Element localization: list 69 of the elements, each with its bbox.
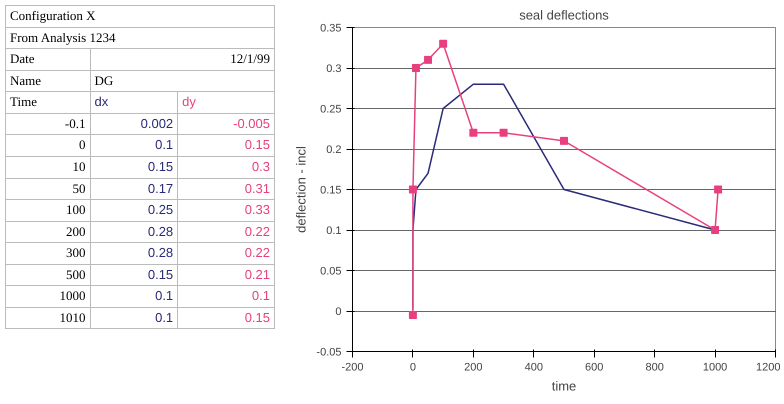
point — [424, 56, 432, 64]
text: 0.28 — [90, 242, 178, 264]
x-tick-label: 1000 — [702, 362, 728, 374]
text: Configuration X — [6, 6, 274, 28]
text: 0.22 — [178, 242, 274, 264]
point — [711, 226, 720, 234]
text: 0.15 — [90, 156, 178, 178]
chart-title: seal deflections — [519, 8, 610, 22]
x-tick-label: 600 — [585, 362, 604, 374]
point — [469, 128, 478, 137]
y-tick-label: 0.05 — [320, 266, 342, 278]
text: dx — [90, 92, 178, 114]
y-axis-title: deflection - incl — [293, 146, 308, 233]
y-tick-label: 0.3 — [326, 63, 342, 75]
text: dy — [178, 92, 274, 114]
text: 1010 — [6, 307, 90, 329]
x-tick-label: 400 — [524, 362, 543, 374]
text: 0.002 — [90, 113, 178, 135]
text: 1000 — [6, 286, 90, 308]
text: 0.15 — [178, 307, 274, 329]
y-tick-label: 0 — [335, 306, 342, 318]
point — [412, 64, 420, 72]
point — [560, 136, 568, 145]
x-tick-label: 200 — [464, 362, 483, 374]
x-tick-label: 1200 — [756, 362, 781, 374]
y-tick-label: 0.2 — [326, 144, 342, 156]
text: 10 — [6, 156, 90, 178]
text: 300 — [6, 242, 90, 264]
y-tick-label: 0.25 — [320, 104, 342, 116]
x-tick-label: 800 — [645, 362, 664, 374]
y-tick-label: 0.35 — [320, 22, 342, 34]
text: Name — [6, 70, 90, 92]
x-tick-label: 0 — [410, 362, 416, 374]
text: Date — [6, 48, 90, 70]
text: 200 — [6, 221, 90, 243]
text: 0.28 — [90, 221, 178, 243]
text: 0.3 — [178, 156, 274, 178]
text: 0.1 — [90, 286, 178, 308]
text: -0.005 — [178, 113, 274, 135]
text: 0.1 — [178, 286, 274, 308]
text: 0.15 — [90, 264, 178, 286]
y-tick-label: 0.15 — [320, 184, 342, 196]
text: 0.15 — [178, 134, 274, 156]
text: 0.25 — [90, 200, 178, 222]
text: 0 — [6, 134, 90, 156]
text: 0.31 — [178, 178, 274, 200]
point — [439, 40, 448, 48]
text: 500 — [6, 264, 90, 286]
text: 12/1/99 — [90, 48, 274, 70]
text: 0.1 — [90, 134, 178, 156]
text: -0.1 — [6, 113, 90, 135]
point — [408, 311, 417, 320]
x-axis-title: time — [552, 378, 576, 394]
y-tick-label: 0.1 — [326, 225, 342, 237]
text: 0.17 — [90, 178, 178, 200]
point — [714, 186, 722, 194]
text: 0.21 — [178, 264, 274, 286]
x-tick-label: -200 — [341, 362, 364, 374]
point — [500, 128, 508, 137]
text: From Analysis 1234 — [6, 27, 274, 49]
text: DG — [90, 70, 274, 92]
text: 0.33 — [178, 200, 274, 222]
text: Time — [6, 92, 90, 114]
text: 0.22 — [178, 221, 274, 243]
point — [408, 186, 417, 194]
text: 100 — [6, 200, 90, 222]
y-tick-label: -0.05 — [316, 346, 342, 358]
text: 50 — [6, 178, 90, 200]
text: 0.1 — [90, 307, 178, 329]
